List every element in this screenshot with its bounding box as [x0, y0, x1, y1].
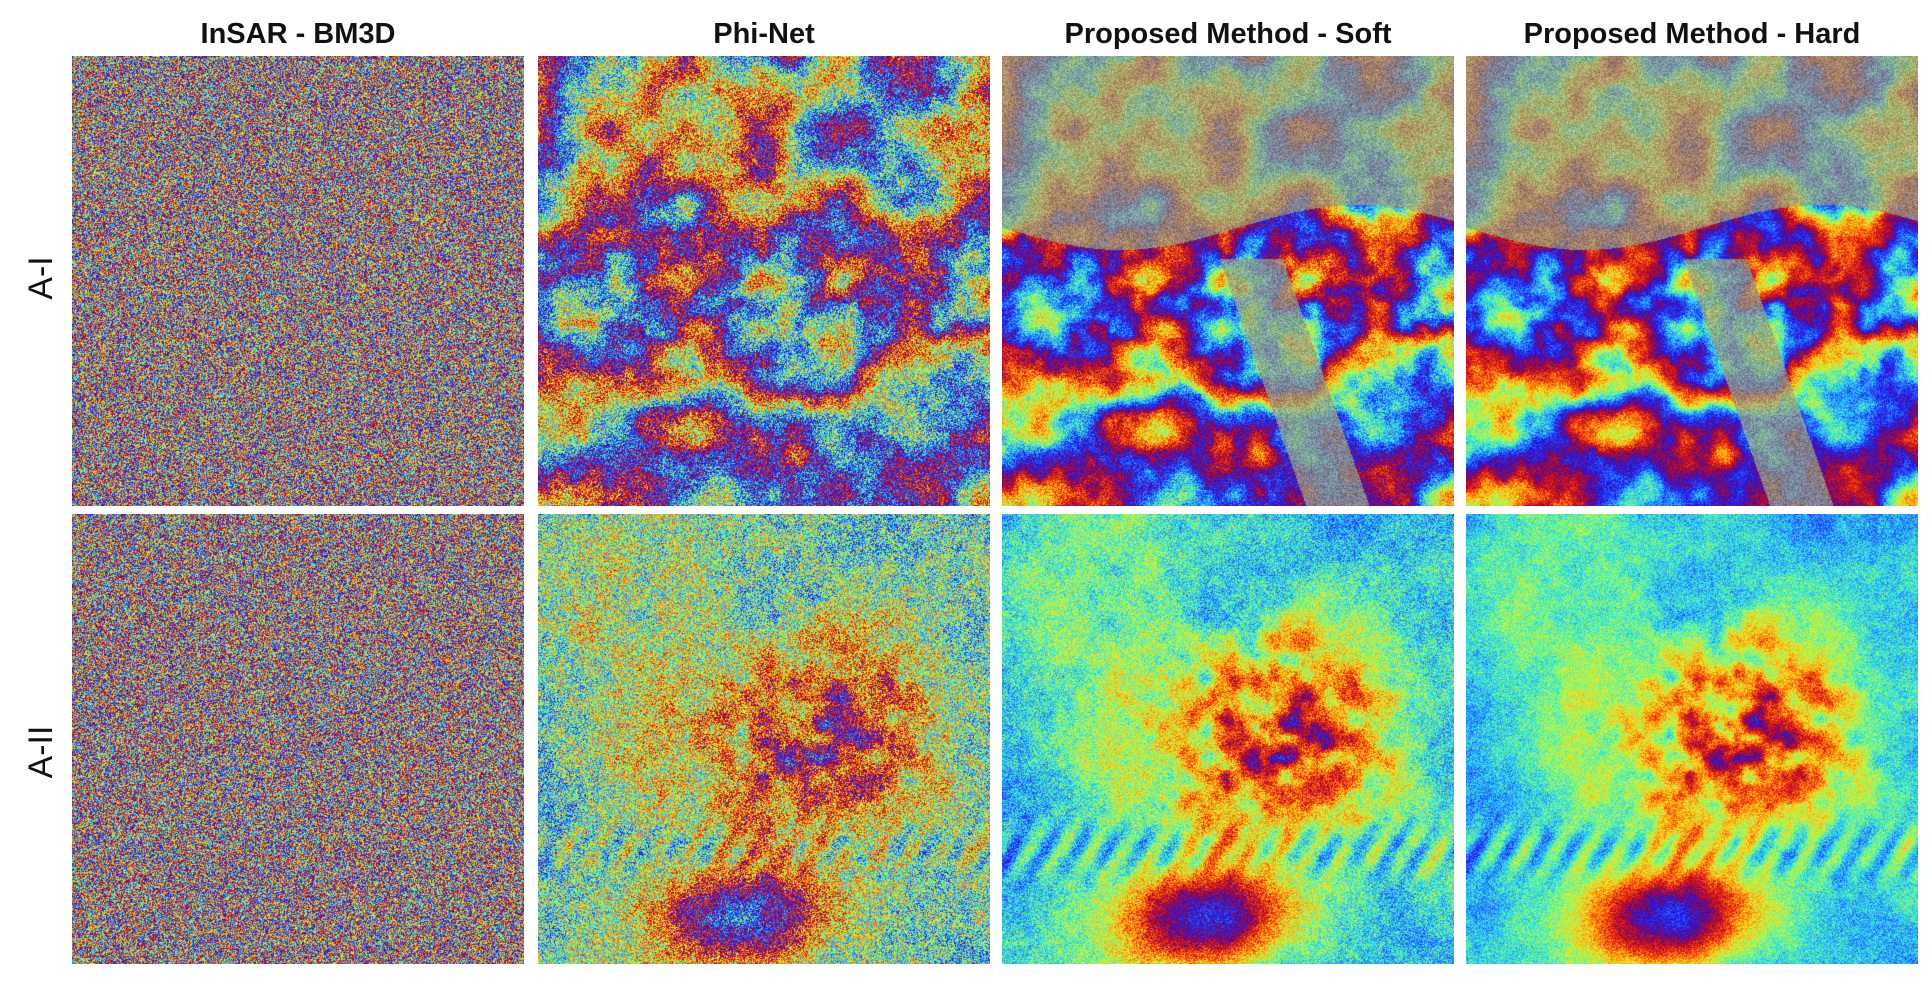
- phase-image-a-i-phi-net: [538, 56, 990, 506]
- phase-image-a-i-insar-bm3d: [72, 56, 524, 506]
- phase-image-a-i-proposed-soft: [1002, 56, 1454, 506]
- phase-image-a-ii-proposed-hard: [1466, 514, 1918, 964]
- column-title-proposed-hard: Proposed Method - Hard: [1523, 18, 1861, 50]
- row-label-a-ii: A-II: [22, 725, 60, 779]
- phase-image-a-ii-phi-net: [538, 514, 990, 964]
- phase-image-a-ii-proposed-soft: [1002, 514, 1454, 964]
- column-title-phi-net: Phi-Net: [713, 18, 815, 50]
- column-title-insar-bm3d: InSAR - BM3D: [200, 18, 396, 50]
- row-label-a-i: A-I: [22, 256, 60, 300]
- phase-image-a-ii-insar-bm3d: [72, 514, 524, 964]
- phase-image-a-i-proposed-hard: [1466, 56, 1918, 506]
- column-title-proposed-soft: Proposed Method - Soft: [1064, 18, 1392, 50]
